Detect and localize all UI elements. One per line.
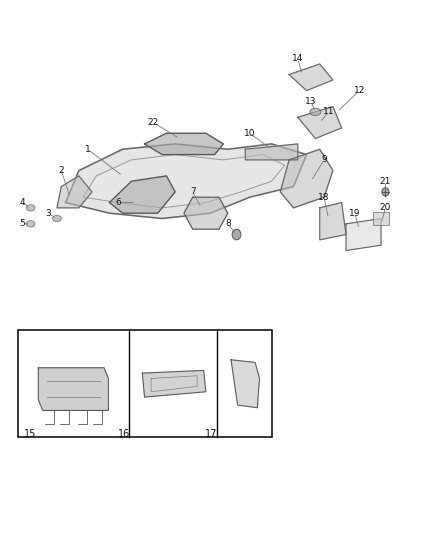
Text: 22: 22 — [148, 118, 159, 127]
Text: 6: 6 — [115, 198, 121, 207]
Text: 1: 1 — [85, 145, 91, 154]
Polygon shape — [245, 144, 298, 160]
Polygon shape — [142, 370, 206, 397]
Polygon shape — [145, 133, 223, 155]
Bar — [373, 212, 389, 225]
Text: 5: 5 — [19, 220, 25, 228]
Bar — [18, 330, 272, 437]
Text: 17: 17 — [205, 429, 217, 439]
Polygon shape — [57, 176, 92, 208]
Text: 9: 9 — [321, 156, 327, 164]
Polygon shape — [83, 155, 285, 208]
Ellipse shape — [26, 205, 35, 211]
Text: 8: 8 — [225, 220, 231, 228]
Text: 14: 14 — [292, 54, 304, 63]
Text: 2: 2 — [59, 166, 64, 175]
Polygon shape — [289, 64, 333, 91]
Text: 7: 7 — [190, 188, 196, 196]
Polygon shape — [110, 176, 175, 213]
Text: 18: 18 — [318, 193, 330, 201]
Polygon shape — [66, 144, 307, 219]
Text: 3: 3 — [45, 209, 51, 217]
Polygon shape — [346, 219, 381, 251]
Ellipse shape — [310, 108, 321, 116]
Text: 21: 21 — [380, 177, 391, 185]
Text: 15: 15 — [24, 429, 36, 439]
Polygon shape — [231, 360, 259, 408]
Polygon shape — [298, 107, 342, 139]
Circle shape — [232, 229, 241, 240]
Polygon shape — [38, 368, 109, 410]
Polygon shape — [184, 197, 228, 229]
Text: 16: 16 — [118, 429, 131, 439]
Text: 11: 11 — [323, 108, 334, 116]
Text: 19: 19 — [349, 209, 360, 217]
Ellipse shape — [53, 215, 61, 222]
Text: 20: 20 — [380, 204, 391, 212]
Ellipse shape — [26, 221, 35, 227]
Text: 12: 12 — [353, 86, 365, 95]
Text: 13: 13 — [305, 97, 317, 106]
Text: 4: 4 — [19, 198, 25, 207]
Circle shape — [382, 188, 389, 196]
Polygon shape — [280, 149, 333, 208]
Polygon shape — [320, 203, 346, 240]
Text: 10: 10 — [244, 129, 255, 138]
